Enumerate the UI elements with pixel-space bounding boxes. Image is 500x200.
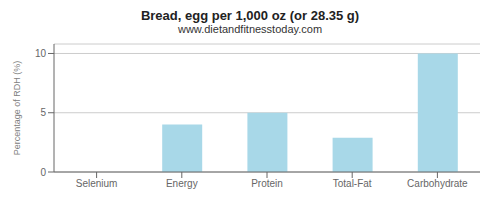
svg-text:5: 5: [40, 107, 46, 118]
svg-text:Carbohydrate: Carbohydrate: [407, 178, 468, 189]
svg-text:Selenium: Selenium: [76, 178, 118, 189]
svg-text:10: 10: [35, 48, 47, 59]
html-text:www.dietandfitnesstoday.com: www.dietandfitnesstoday.com: [178, 23, 322, 35]
svg-text:0: 0: [40, 167, 46, 178]
html-text:Bread, egg per 1,000 oz (or 28: Bread, egg per 1,000 oz (or 28.35 g): [140, 8, 360, 23]
svg-text:Energy: Energy: [166, 178, 198, 189]
svg-text:Total-Fat: Total-Fat: [333, 178, 372, 189]
svg-text:Protein: Protein: [251, 178, 283, 189]
svg-text:Percentage of RDH (%): Percentage of RDH (%): [12, 61, 22, 156]
